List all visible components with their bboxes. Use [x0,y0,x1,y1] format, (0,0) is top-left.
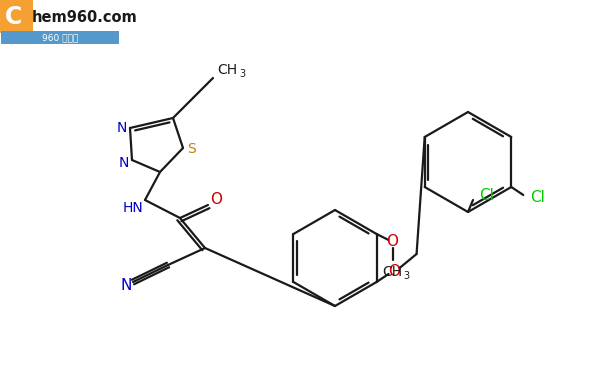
Text: N: N [117,121,127,135]
Text: O: O [210,192,222,207]
Text: 3: 3 [239,69,245,79]
Text: N: N [120,279,132,294]
Bar [1,31,119,44]
Text: Cl: Cl [480,189,494,204]
Text: CH: CH [382,265,403,279]
Text: N: N [119,156,129,170]
Text: 960 化工网: 960 化工网 [42,33,78,42]
Text: Cl: Cl [530,190,544,206]
Text: CH: CH [217,63,237,77]
FancyBboxPatch shape [0,0,33,33]
Text: HN: HN [123,201,143,215]
Text: O: O [388,264,401,279]
Text: O: O [387,234,399,249]
Text: hem960.com: hem960.com [32,9,138,24]
Text: S: S [188,142,197,156]
Text: C: C [4,5,22,29]
Text: 3: 3 [404,271,410,281]
